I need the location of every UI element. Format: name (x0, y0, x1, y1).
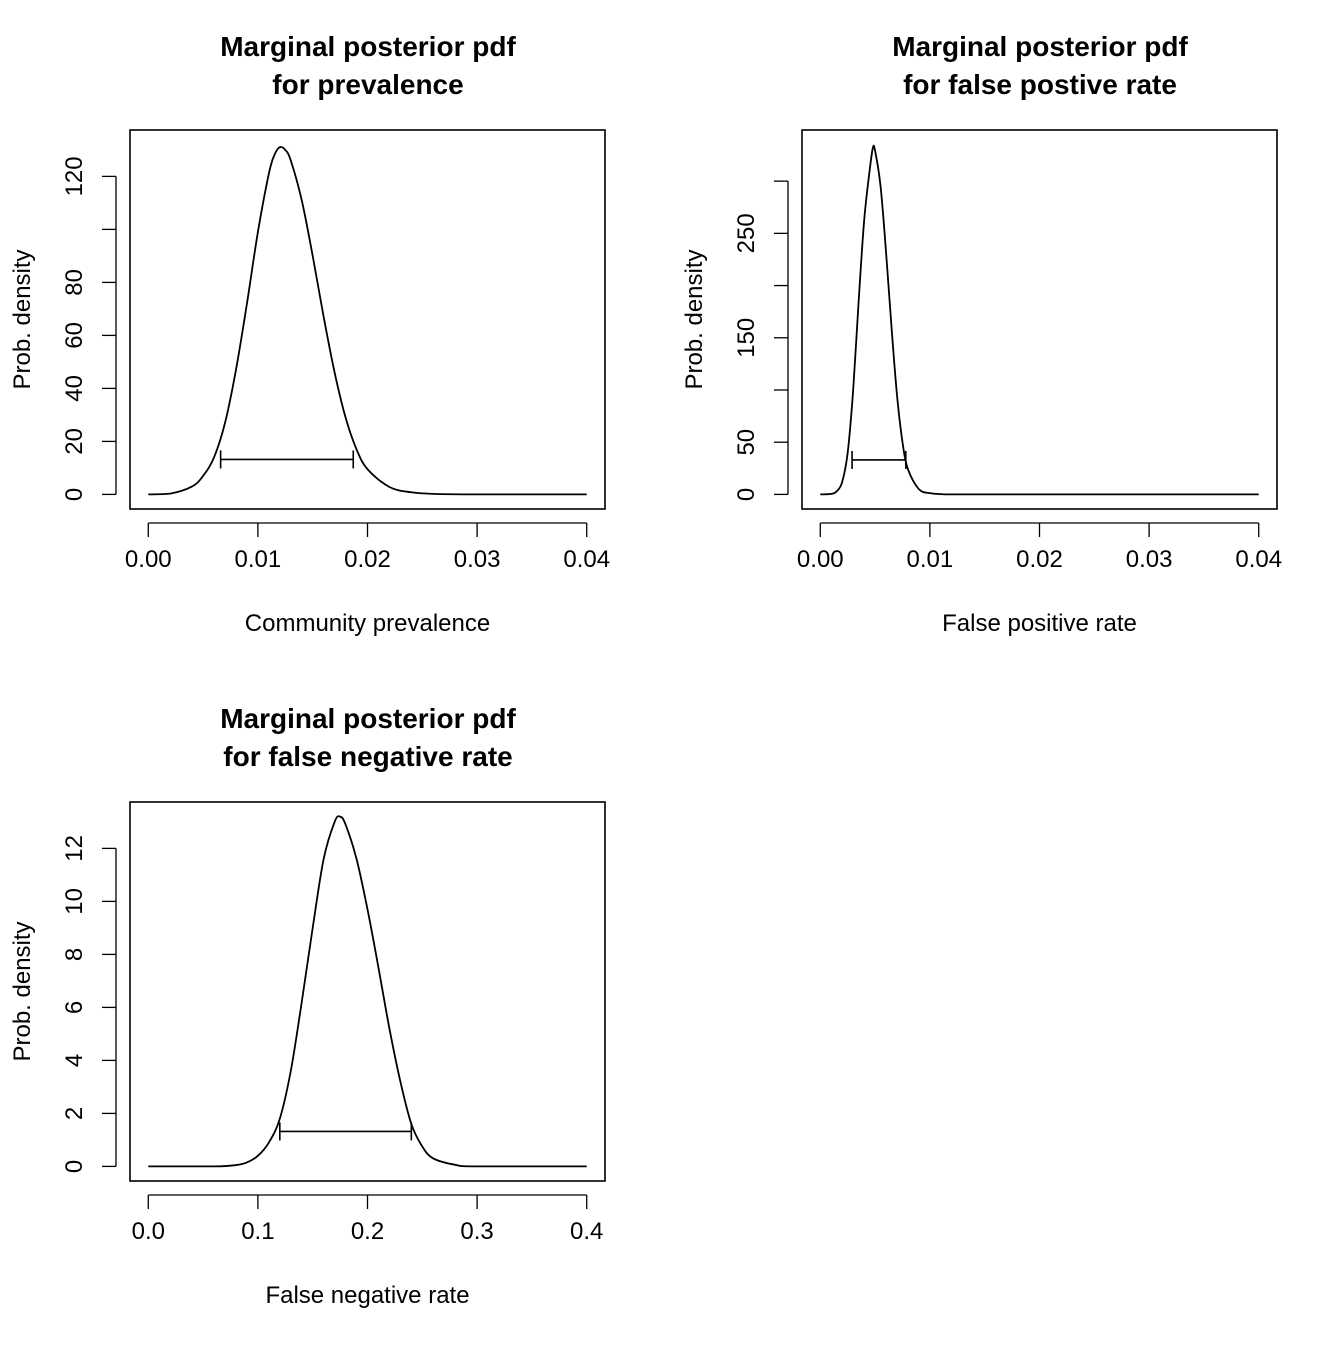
y-tick-label: 120 (61, 156, 88, 196)
density-curve (820, 144, 1259, 496)
y-tick-label: 20 (61, 428, 88, 455)
x-tick-label: 0.02 (344, 546, 391, 573)
x-axis-label: Community prevalence (245, 610, 490, 637)
y-axis-label: Prob. density (9, 921, 36, 1061)
chart-title-line-1: Marginal posterior pdf (220, 31, 516, 62)
chart-title-line-2: for prevalence (272, 69, 463, 100)
y-tick-label: 6 (61, 1001, 88, 1014)
y-axis-label: Prob. density (9, 249, 36, 389)
density-curve (148, 146, 587, 496)
y-tick-label: 150 (733, 318, 760, 358)
x-tick-label: 0.0 (132, 1218, 165, 1245)
chart-title-line-2: for false postive rate (903, 69, 1177, 100)
y-tick-label: 0 (61, 488, 88, 501)
x-tick-label: 0.3 (460, 1218, 493, 1245)
y-tick-label: 4 (61, 1054, 88, 1067)
x-tick-label: 0.2 (351, 1218, 384, 1245)
y-tick-label: 0 (733, 488, 760, 501)
x-tick-label: 0.03 (454, 546, 501, 573)
y-tick-label: 250 (733, 213, 760, 253)
x-tick-label: 0.02 (1016, 546, 1063, 573)
x-tick-label: 0.1 (241, 1218, 274, 1245)
x-tick-label: 0.01 (907, 546, 954, 573)
y-tick-label: 10 (61, 888, 88, 915)
chart-title-line-1: Marginal posterior pdf (220, 703, 516, 734)
x-tick-label: 0.04 (563, 546, 610, 573)
y-tick-label: 80 (61, 269, 88, 296)
x-tick-label: 0.04 (1235, 546, 1282, 573)
plot-frame (129, 801, 606, 1182)
x-tick-label: 0.00 (797, 546, 844, 573)
y-tick-label: 40 (61, 375, 88, 402)
x-tick-label: 0.00 (125, 546, 172, 573)
y-tick-label: 2 (61, 1107, 88, 1120)
y-tick-label: 12 (61, 835, 88, 862)
y-axis-label: Prob. density (681, 249, 708, 389)
density-curve (148, 815, 587, 1168)
panel-false-positive-rate: Marginal posterior pdf for false postive … (681, 31, 1282, 637)
x-axis-label: False positive rate (942, 610, 1137, 637)
panel-prevalence: Marginal posterior pdf for prevalence 0.00… (9, 31, 610, 637)
x-tick-label: 0.03 (1126, 546, 1173, 573)
plot-frame (801, 129, 1278, 510)
panel-false-negative-rate: Marginal posterior pdf for false negative… (9, 703, 606, 1309)
y-tick-label: 0 (61, 1160, 88, 1173)
chart-title-line-1: Marginal posterior pdf (892, 31, 1188, 62)
x-axis-label: False negative rate (265, 1282, 469, 1309)
x-tick-label: 0.4 (570, 1218, 603, 1245)
y-tick-label: 60 (61, 322, 88, 349)
y-tick-label: 8 (61, 948, 88, 961)
chart-title-line-2: for false negative rate (223, 741, 512, 772)
plot-frame (129, 129, 606, 510)
x-tick-label: 0.01 (235, 546, 282, 573)
y-tick-label: 50 (733, 429, 760, 456)
